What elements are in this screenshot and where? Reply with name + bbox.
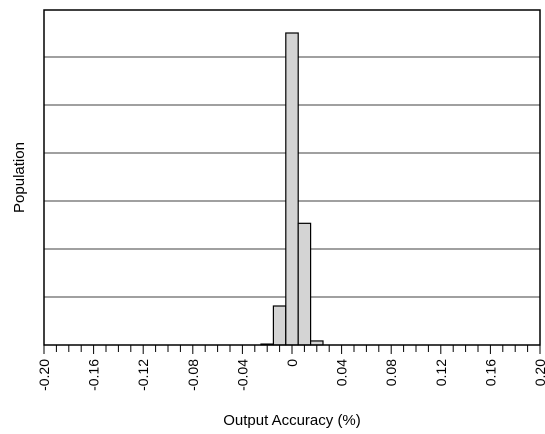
x-tick-label: 0.08: [383, 359, 399, 386]
x-tick-label: 0.12: [433, 359, 449, 386]
x-tick-label: 0.04: [334, 359, 350, 386]
x-tick-label: 0.16: [482, 359, 498, 386]
y-axis-label: Population: [11, 142, 28, 213]
x-tick-label: -0.08: [185, 359, 201, 391]
x-tick-label: -0.12: [135, 359, 151, 391]
x-tick-label: 0: [284, 359, 300, 367]
x-tick-label: 0.20: [532, 359, 545, 386]
x-axis-ticks: -0.20 -0.16 -0.12 -0.08 -0.04 0 0.04 0.08 0.12 0.…: [36, 345, 545, 391]
x-tick-label: -0.16: [86, 359, 102, 391]
histogram-bar: [285, 32, 299, 346]
histogram-bar: [297, 222, 312, 346]
x-axis-label: Output Accuracy (%): [223, 412, 361, 429]
histogram-bars: [260, 32, 324, 346]
histogram-bar: [272, 305, 287, 346]
x-tick-label: -0.04: [234, 359, 250, 391]
x-tick-label: -0.20: [36, 359, 52, 391]
